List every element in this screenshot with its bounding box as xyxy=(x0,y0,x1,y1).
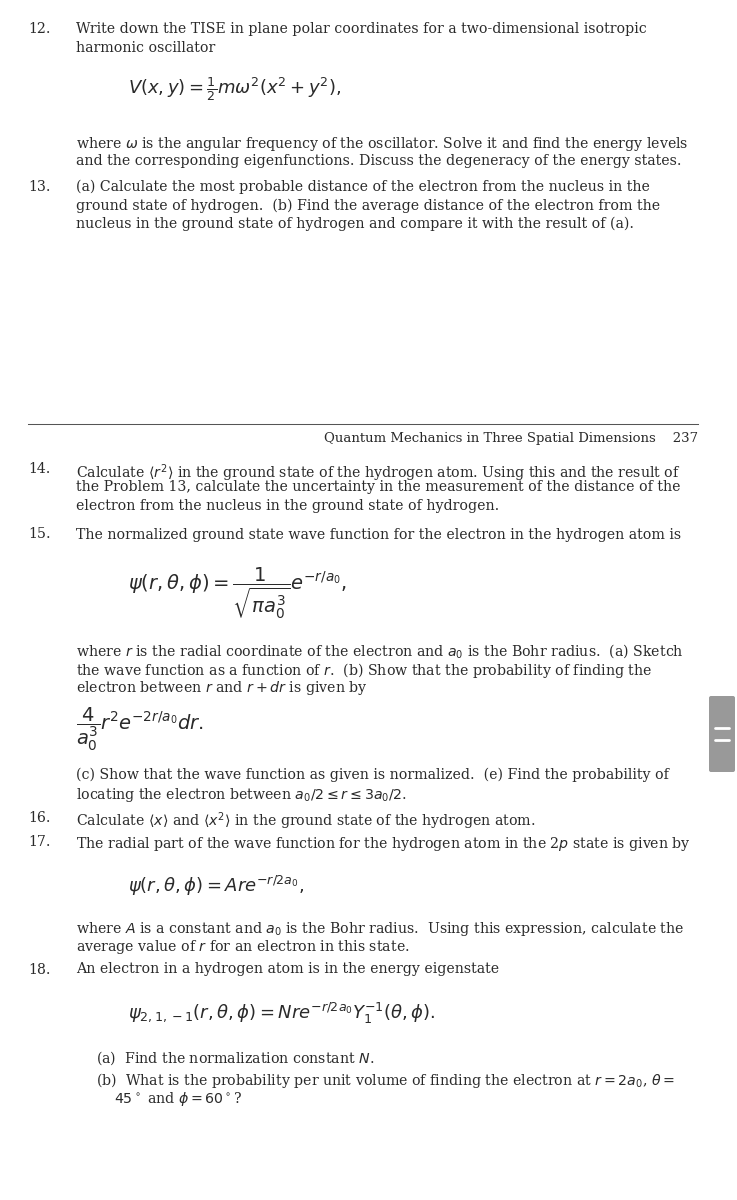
Text: 12.: 12. xyxy=(28,22,51,36)
Text: harmonic oscillator: harmonic oscillator xyxy=(76,41,215,54)
Text: the wave function as a function of $r$.  (b) Show that the probability of findin: the wave function as a function of $r$. … xyxy=(76,660,652,679)
Text: where $r$ is the radial coordinate of the electron and $a_0$ is the Bohr radius.: where $r$ is the radial coordinate of th… xyxy=(76,642,684,660)
Text: where $\omega$ is the angular frequency of the oscillator. Solve it and find the: where $\omega$ is the angular frequency … xyxy=(76,134,688,152)
Text: An electron in a hydrogen atom is in the energy eigenstate: An electron in a hydrogen atom is in the… xyxy=(76,962,499,977)
Text: Calculate $\langle r^2 \rangle$ in the ground state of the hydrogen atom. Using : Calculate $\langle r^2 \rangle$ in the g… xyxy=(76,462,680,484)
Text: (c) Show that the wave function as given is normalized.  (e) Find the probabilit: (c) Show that the wave function as given… xyxy=(76,768,669,782)
Text: (a) Calculate the most probable distance of the electron from the nucleus in the: (a) Calculate the most probable distance… xyxy=(76,180,650,194)
Text: 17.: 17. xyxy=(28,835,51,850)
Text: $\psi_{2,1,-1}(r,\theta,\phi) = Nre^{-r/2a_0}Y_1^{-1}(\theta,\phi).$: $\psi_{2,1,-1}(r,\theta,\phi) = Nre^{-r/… xyxy=(128,1001,436,1026)
Text: $45^\circ$ and $\phi = 60^\circ$?: $45^\circ$ and $\phi = 60^\circ$? xyxy=(114,1090,242,1108)
Text: 13.: 13. xyxy=(28,180,51,194)
Text: 18.: 18. xyxy=(28,962,51,977)
Text: locating the electron between $a_0/2 \leq r \leq 3a_0/2$.: locating the electron between $a_0/2 \le… xyxy=(76,786,407,804)
Text: nucleus in the ground state of hydrogen and compare it with the result of (a).: nucleus in the ground state of hydrogen … xyxy=(76,217,634,232)
FancyBboxPatch shape xyxy=(709,696,735,772)
Text: electron between $r$ and $r+dr$ is given by: electron between $r$ and $r+dr$ is given… xyxy=(76,679,368,697)
Text: $\dfrac{4}{a_0^3}r^2 e^{-2r/a_0}dr.$: $\dfrac{4}{a_0^3}r^2 e^{-2r/a_0}dr.$ xyxy=(76,706,204,752)
Text: Write down the TISE in plane polar coordinates for a two-dimensional isotropic: Write down the TISE in plane polar coord… xyxy=(76,22,647,36)
Text: the Problem 13, calculate the uncertainty in the measurement of the distance of : the Problem 13, calculate the uncertaint… xyxy=(76,480,680,494)
Text: $\psi(r,\theta,\phi) = Are^{-r/2a_0},$: $\psi(r,\theta,\phi) = Are^{-r/2a_0},$ xyxy=(128,874,304,898)
Text: ground state of hydrogen.  (b) Find the average distance of the electron from th: ground state of hydrogen. (b) Find the a… xyxy=(76,198,660,212)
Text: The radial part of the wave function for the hydrogen atom in the 2$p$ state is : The radial part of the wave function for… xyxy=(76,835,691,853)
Text: $\psi(r,\theta,\phi) = \dfrac{1}{\sqrt{\pi a_0^3}}e^{-r/a_0},$: $\psi(r,\theta,\phi) = \dfrac{1}{\sqrt{\… xyxy=(128,566,346,622)
Text: 16.: 16. xyxy=(28,810,51,824)
Text: average value of $r$ for an electron in this state.: average value of $r$ for an electron in … xyxy=(76,938,410,956)
Text: Calculate $\langle x \rangle$ and $\langle x^2 \rangle$ in the ground state of t: Calculate $\langle x \rangle$ and $\lang… xyxy=(76,810,535,832)
Text: 15.: 15. xyxy=(28,528,51,541)
Text: electron from the nucleus in the ground state of hydrogen.: electron from the nucleus in the ground … xyxy=(76,499,499,514)
Text: (a)  Find the normalization constant $N$.: (a) Find the normalization constant $N$. xyxy=(96,1049,374,1067)
Text: and the corresponding eigenfunctions. Discuss the degeneracy of the energy state: and the corresponding eigenfunctions. Di… xyxy=(76,154,682,168)
Text: where $A$ is a constant and $a_0$ is the Bohr radius.  Using this expression, ca: where $A$ is a constant and $a_0$ is the… xyxy=(76,919,684,937)
Text: 14.: 14. xyxy=(28,462,50,476)
Text: $V(x,y) = \frac{1}{2}m\omega^2(x^2+y^2),$: $V(x,y) = \frac{1}{2}m\omega^2(x^2+y^2),… xyxy=(128,74,341,103)
Text: Quantum Mechanics in Three Spatial Dimensions    237: Quantum Mechanics in Three Spatial Dimen… xyxy=(324,432,698,445)
Text: (b)  What is the probability per unit volume of finding the electron at $r = 2a_: (b) What is the probability per unit vol… xyxy=(96,1072,675,1091)
Text: The normalized ground state wave function for the electron in the hydrogen atom : The normalized ground state wave functio… xyxy=(76,528,681,541)
